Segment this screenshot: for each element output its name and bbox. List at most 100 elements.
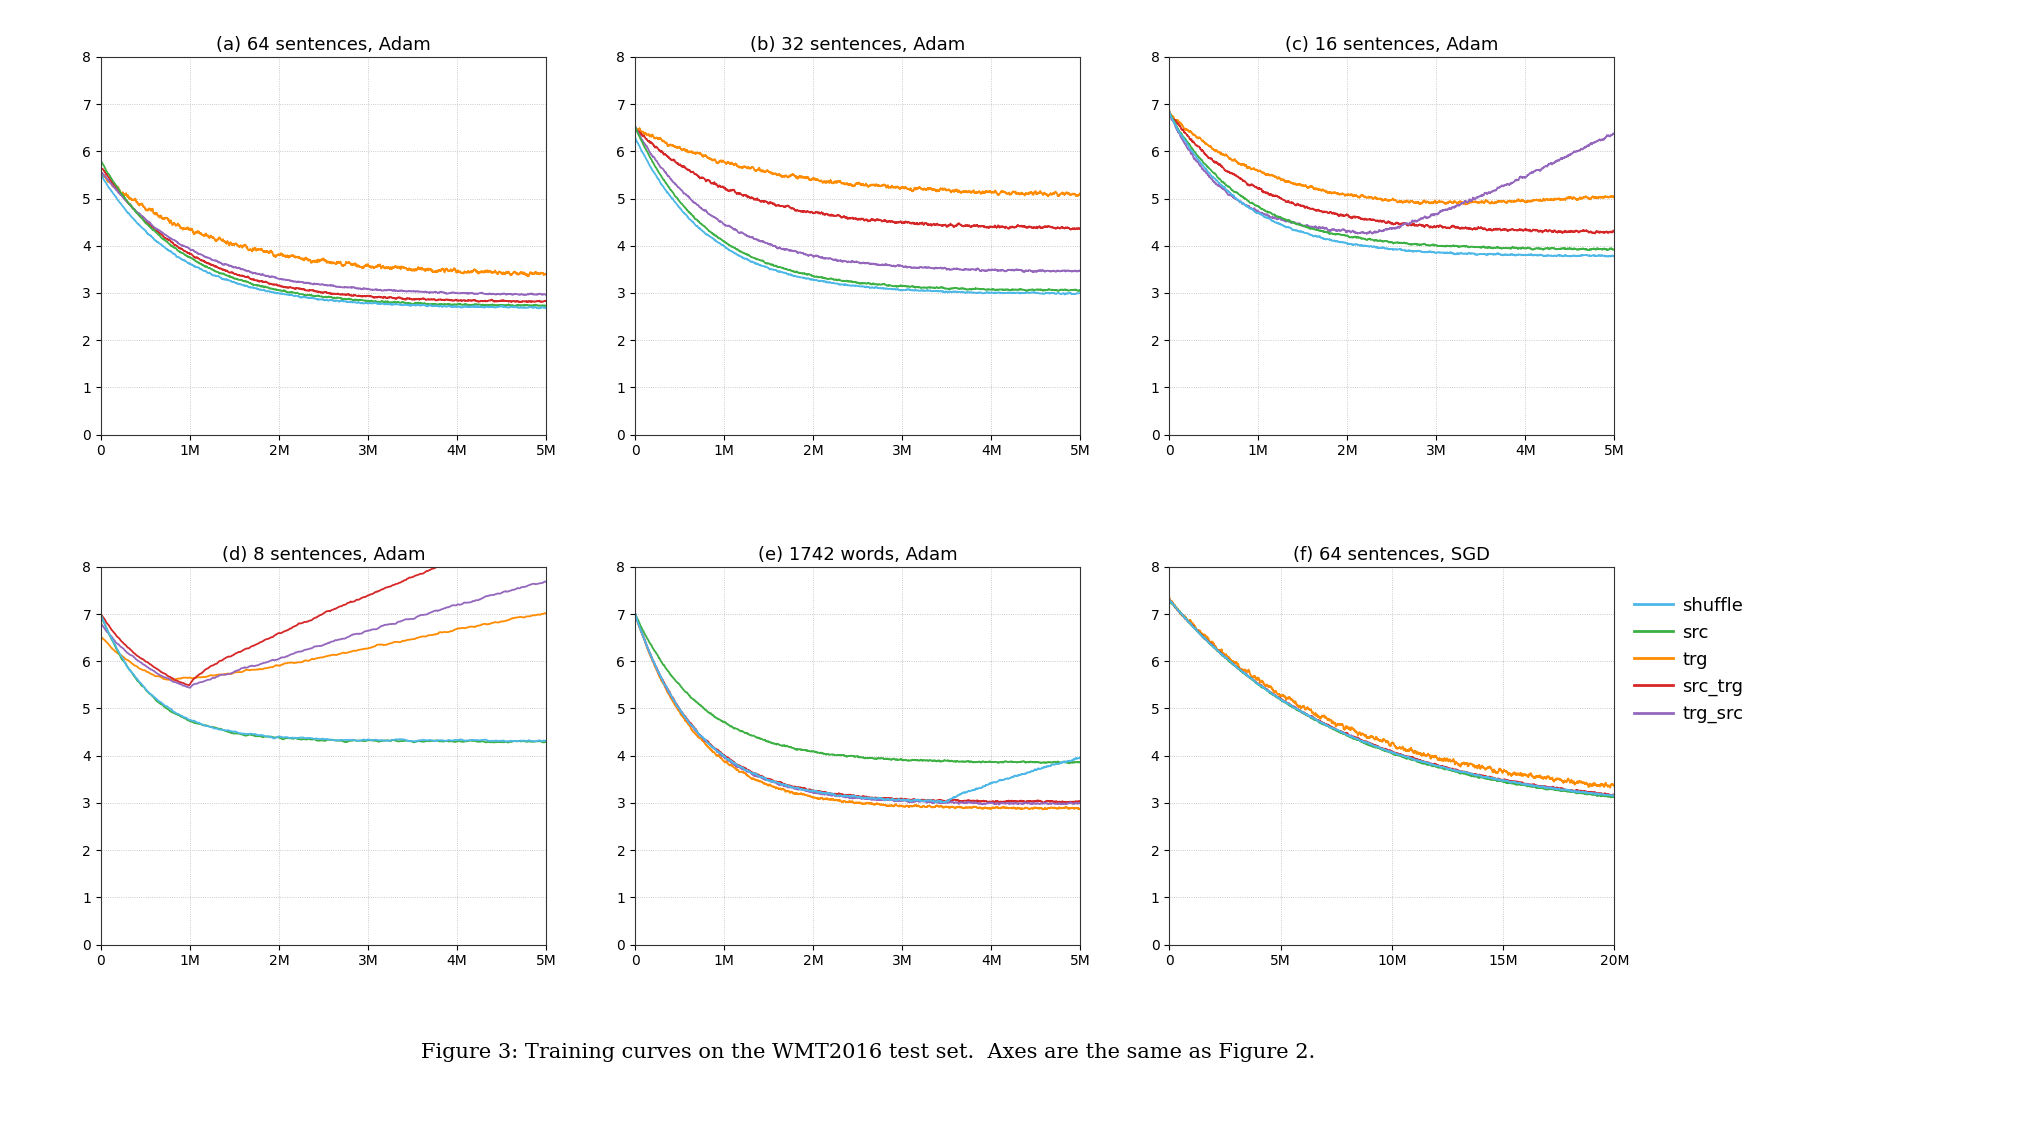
trg (535, 607, 559, 620)
src_trg (535, 560, 559, 574)
trg (521, 266, 545, 280)
src_trg (331, 599, 355, 612)
trg_src (89, 617, 113, 630)
trg_src (454, 596, 478, 610)
shuffle (1053, 288, 1078, 302)
trg_src (1068, 797, 1092, 810)
src_trg (827, 209, 852, 223)
Line: trg_src: trg_src (636, 612, 1080, 805)
Title: (b) 32 sentences, Adam: (b) 32 sentences, Adam (751, 36, 965, 53)
src (1057, 757, 1082, 770)
Line: trg_src: trg_src (636, 125, 1080, 272)
trg_src (624, 605, 648, 619)
src_trg (1362, 213, 1386, 226)
Line: trg: trg (636, 617, 1080, 809)
trg (1507, 193, 1532, 207)
src (1055, 283, 1080, 297)
src_trg (295, 283, 319, 297)
Line: src: src (636, 126, 1080, 291)
trg_src (515, 288, 539, 302)
trg_src (827, 790, 852, 803)
shuffle (1068, 751, 1092, 765)
src (535, 299, 559, 313)
trg (1055, 801, 1080, 815)
src (1068, 283, 1092, 297)
src (301, 733, 325, 747)
src (89, 608, 113, 621)
trg (525, 608, 549, 621)
shuffle (527, 302, 551, 315)
trg_src (973, 797, 997, 810)
trg_src (535, 288, 559, 302)
src_trg (355, 589, 379, 603)
src (1602, 791, 1627, 805)
src_trg (1507, 776, 1532, 790)
shuffle (1374, 744, 1398, 758)
shuffle (839, 790, 864, 803)
trg (1068, 802, 1092, 816)
src_trg (1031, 795, 1055, 809)
shuffle (646, 665, 670, 678)
src_trg (1374, 216, 1398, 230)
shuffle (1181, 618, 1205, 632)
shuffle (1181, 145, 1205, 158)
src (646, 164, 670, 178)
trg (89, 629, 113, 643)
shuffle (1055, 754, 1080, 768)
trg (1588, 778, 1612, 792)
shuffle (1156, 105, 1181, 118)
Line: shuffle: shuffle (101, 616, 547, 742)
shuffle (839, 279, 864, 292)
Line: src_trg: src_trg (636, 613, 1080, 802)
src (496, 735, 521, 749)
shuffle (646, 172, 670, 185)
src_trg (456, 560, 480, 574)
Title: (a) 64 sentences, Adam: (a) 64 sentences, Adam (216, 36, 432, 53)
shuffle (1602, 249, 1627, 263)
src_trg (1590, 225, 1614, 239)
src_trg (624, 607, 648, 620)
src_trg (1059, 223, 1084, 237)
src (1590, 790, 1614, 803)
shuffle (624, 607, 648, 620)
src_trg (1374, 742, 1398, 756)
trg (839, 795, 864, 809)
src_trg (1602, 225, 1627, 239)
src_trg (521, 295, 545, 308)
Title: (f) 64 sentences, SGD: (f) 64 sentences, SGD (1294, 546, 1491, 563)
src (1374, 234, 1398, 248)
trg (1598, 781, 1622, 794)
src (1156, 106, 1181, 119)
trg_src (987, 798, 1011, 811)
shuffle (329, 733, 353, 747)
src (521, 298, 545, 312)
src_trg (827, 786, 852, 800)
Line: trg: trg (1168, 596, 1614, 787)
trg_src (624, 118, 648, 132)
trg_src (1354, 228, 1378, 241)
src (1374, 744, 1398, 758)
shuffle (1362, 240, 1386, 254)
Line: shuffle: shuffle (1168, 112, 1614, 257)
Line: shuffle: shuffle (636, 613, 1080, 802)
Line: trg_src: trg_src (1168, 114, 1614, 234)
src_trg (839, 789, 864, 802)
trg_src (1156, 593, 1181, 607)
src (624, 119, 648, 133)
Line: src: src (636, 613, 1080, 764)
src_trg (624, 123, 648, 137)
trg (454, 620, 478, 634)
trg (624, 610, 648, 624)
src (1602, 242, 1627, 256)
trg (305, 255, 329, 269)
src (1156, 594, 1181, 608)
trg_src (1013, 265, 1037, 279)
Line: src_trg: src_trg (1168, 114, 1614, 233)
trg_src (89, 166, 113, 180)
shuffle (973, 286, 997, 299)
shuffle (1600, 789, 1624, 802)
shuffle (404, 735, 428, 749)
src_trg (1602, 789, 1627, 802)
Line: src: src (101, 615, 547, 742)
trg (440, 264, 464, 278)
